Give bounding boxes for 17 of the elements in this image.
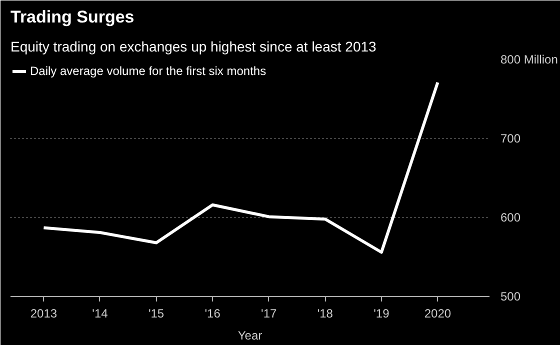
y-tick-label: 800 Million (500, 52, 558, 66)
y-tick-label: 500 (500, 290, 521, 304)
x-tick-label: '17 (261, 306, 277, 320)
x-tick-label: '14 (92, 306, 108, 320)
x-tick-label: 2020 (424, 306, 452, 320)
x-tick-label: '16 (204, 306, 221, 320)
y-tick-label: 600 (500, 210, 521, 224)
legend-label: Daily average volume for the first six months (30, 64, 266, 78)
chart-subtitle: Equity trading on exchanges up highest since at least 2013 (10, 38, 377, 54)
line-series (42, 80, 440, 254)
chart-title: Trading Surges (10, 8, 134, 26)
x-axis-title: Year (238, 328, 262, 342)
x-tick-label: '15 (148, 306, 164, 320)
x-tick-label: 2013 (30, 306, 58, 320)
y-tick-label: 700 (500, 132, 521, 146)
x-tick-label: '19 (374, 306, 390, 320)
x-tick-label: '18 (317, 306, 334, 320)
